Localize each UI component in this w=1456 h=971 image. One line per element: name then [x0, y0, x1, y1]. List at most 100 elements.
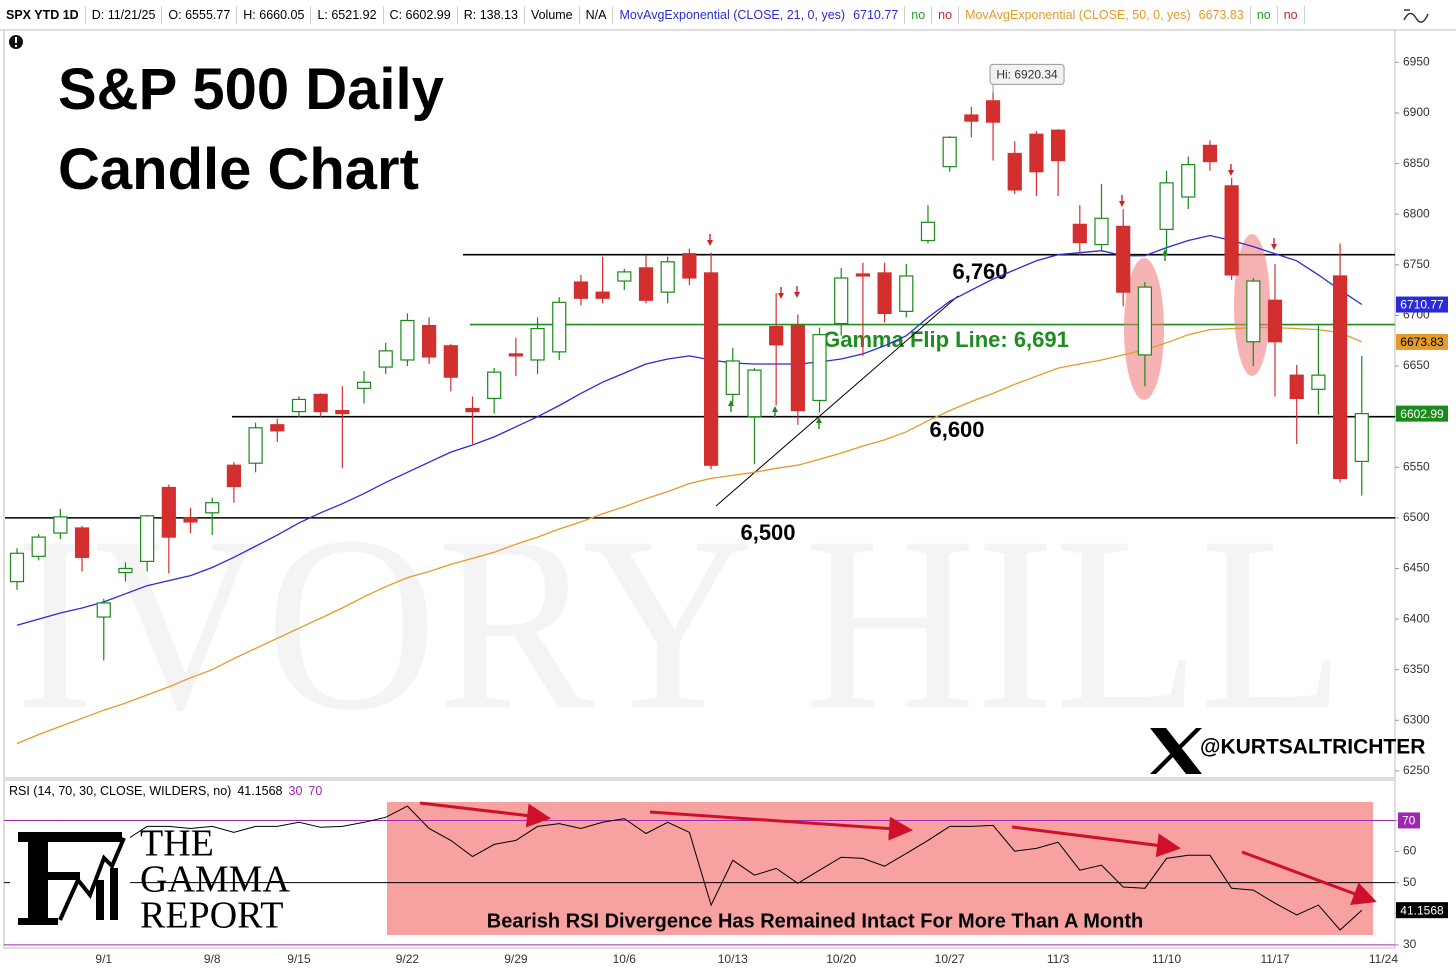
logo-mark	[18, 832, 122, 925]
signal-marker	[816, 417, 822, 429]
signal-marker	[1228, 164, 1234, 176]
x-tick-label: 9/8	[204, 952, 221, 966]
candle-body	[1224, 185, 1239, 276]
x-tick-label: 11/24	[1369, 952, 1398, 966]
candle-body	[1311, 374, 1326, 390]
candle-body	[1051, 129, 1066, 162]
candle-body	[1246, 280, 1261, 343]
candle-body	[942, 136, 957, 168]
header-item: C: 6602.99	[384, 6, 458, 24]
candle-body	[140, 515, 155, 562]
divergence-arrow	[649, 810, 913, 841]
candle-body	[725, 360, 740, 395]
candle-body	[617, 271, 632, 282]
y-tick-label: 50	[1403, 875, 1417, 889]
alert-dot	[15, 45, 17, 47]
candle-body	[1267, 299, 1283, 343]
signal-marker	[1271, 238, 1277, 250]
candle-body	[1354, 413, 1369, 463]
x-tick-label: 9/15	[287, 952, 311, 966]
candle-body	[812, 334, 827, 402]
legend-value: 6710.77	[847, 6, 906, 24]
candle-body	[378, 350, 393, 368]
high-label: Hi: 6920.34	[996, 68, 1058, 82]
signal-marker	[707, 234, 713, 246]
signal-marker	[1162, 249, 1168, 261]
header-item: L: 6521.92	[311, 6, 384, 24]
x-tick-label: 9/1	[95, 952, 112, 966]
logo-text: REPORT	[140, 895, 283, 937]
rsi-annotation: Bearish RSI Divergence Has Remained Inta…	[487, 910, 1143, 932]
candle-body	[161, 486, 176, 538]
rsi-panel	[3, 779, 1396, 949]
candle-body	[183, 517, 198, 523]
signal-marker	[772, 406, 778, 418]
y-tick-label: 6800	[1403, 206, 1430, 220]
header-item: O: 6555.77	[162, 6, 238, 24]
level-label: Gamma Flip Line: 6,691	[823, 327, 1069, 352]
signal-marker	[794, 286, 800, 298]
header-item: N/A	[580, 6, 614, 24]
y-tick-label: 6550	[1403, 459, 1430, 473]
y-tick-label: 6950	[1403, 55, 1430, 69]
legend-flag: no	[932, 6, 960, 24]
candle-body	[291, 398, 307, 413]
trend-line	[715, 295, 959, 507]
candle-body	[226, 464, 241, 488]
signal-marker	[728, 400, 734, 412]
candle-body	[96, 602, 111, 618]
candle-body	[1289, 374, 1304, 400]
toolbar-icon[interactable]	[1396, 2, 1454, 28]
y-tick-label: 60	[1403, 844, 1417, 858]
header-item: H: 6660.05	[237, 6, 312, 24]
candle-body	[356, 381, 372, 389]
header-item: SPX YTD 1D	[0, 6, 86, 24]
candle-body	[9, 552, 25, 583]
candle-body	[1094, 217, 1109, 246]
candle-body	[682, 253, 697, 279]
candle-body	[248, 427, 263, 464]
value-box-label: 6673.83	[1400, 335, 1444, 349]
candle-body	[422, 324, 437, 358]
candle-body	[1137, 286, 1152, 356]
candle-body	[530, 327, 545, 361]
y-tick-label: 6650	[1403, 358, 1430, 372]
candle-body	[335, 409, 350, 415]
x-tick-label: 11/17	[1260, 952, 1289, 966]
candles: Hi: 6920.34	[9, 63, 1369, 661]
axes: 6250630063506400645065006550660066506700…	[95, 55, 1448, 966]
candle-body	[270, 424, 285, 432]
candle-body	[747, 369, 762, 418]
rsi-line	[16, 805, 1363, 931]
x-tick-label: 10/27	[935, 952, 965, 966]
candle-body	[790, 324, 805, 412]
x-tick-label: 11/10	[1152, 952, 1181, 966]
candle-body	[400, 319, 415, 361]
candle-body	[313, 393, 328, 413]
logo-chart-line	[58, 837, 126, 921]
chart-title: S&P 500 Daily Candle Chart	[58, 57, 444, 202]
level-label: 6,500	[740, 520, 795, 545]
y-tick-label: 6400	[1403, 611, 1430, 625]
rsi-overbought: 70	[308, 784, 323, 798]
candle-body	[703, 272, 719, 466]
candle-body	[1072, 223, 1087, 244]
legend-flag: no	[905, 6, 933, 24]
value-box-label: 6710.77	[1400, 298, 1444, 312]
y-tick-label: 6450	[1403, 561, 1430, 575]
value-box	[1396, 296, 1448, 313]
rsi-value: 41.1568	[237, 784, 283, 798]
value-box-label: 6602.99	[1400, 407, 1444, 421]
rsi-header: RSI (14, 70, 30, CLOSE, WILDERS, no) 41.…	[6, 782, 325, 800]
y-tick-label: 6350	[1403, 662, 1430, 676]
y-tick-box	[1398, 812, 1420, 829]
candle-body	[74, 527, 90, 558]
ema-line	[16, 234, 1363, 626]
signal-marker	[778, 287, 784, 299]
candle-body	[985, 100, 1001, 123]
candle-body	[920, 221, 936, 242]
x-tick-label: 9/29	[504, 952, 528, 966]
y-tick-label: 6900	[1403, 105, 1430, 119]
